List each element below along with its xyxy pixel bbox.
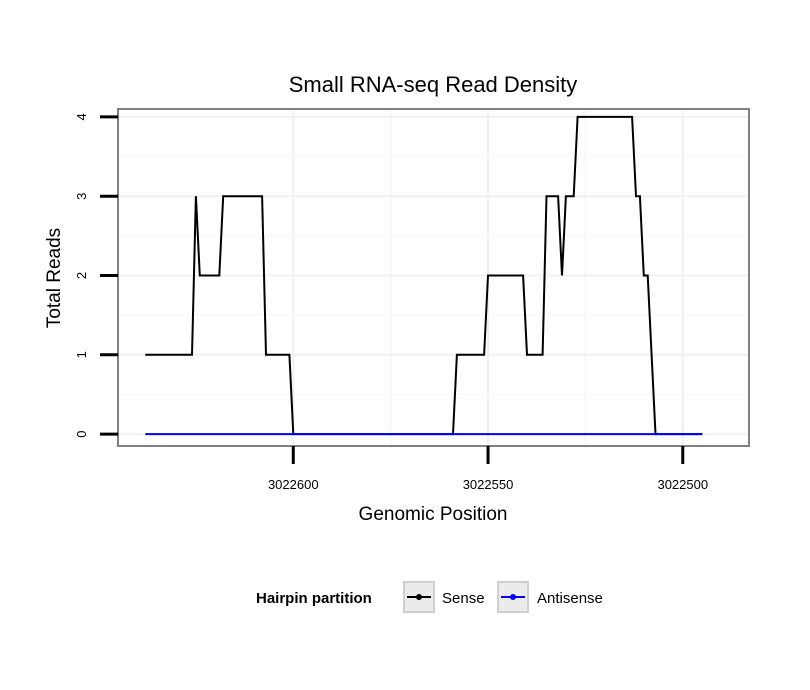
y-tick-label-3: 3: [74, 193, 89, 200]
plot-border: [117, 108, 750, 447]
series-line-sense: [145, 115, 703, 436]
y-axis-title: Total Reads: [44, 228, 65, 328]
series-layer: [145, 115, 703, 436]
x-tick-label-1: 3022550: [463, 477, 514, 492]
x-tick-label-2: 3022500: [657, 477, 708, 492]
axes: 3022600 3022550 3022500 0 1 2 3 4: [74, 113, 708, 492]
y-tick-label-1: 1: [74, 351, 89, 358]
chart-title: Small RNA-seq Read Density: [289, 72, 578, 97]
y-tick-label-0: 0: [74, 430, 89, 437]
y-tick-label-2: 2: [74, 272, 89, 279]
x-tick-label-0: 3022600: [268, 477, 319, 492]
legend: Hairpin partition Sense Antisense: [256, 581, 603, 613]
legend-title: Hairpin partition: [256, 590, 372, 607]
y-tick-label-4: 4: [74, 113, 89, 120]
legend-dot-sense: [416, 594, 422, 600]
legend-label-sense: Sense: [442, 590, 485, 607]
x-axis-title: Genomic Position: [359, 504, 508, 525]
legend-dot-antisense: [510, 594, 516, 600]
legend-label-antisense: Antisense: [537, 590, 603, 607]
